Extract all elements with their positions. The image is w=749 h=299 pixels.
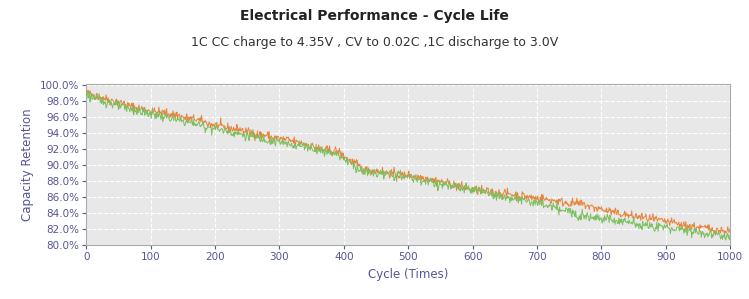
Y-axis label: Capacity Retention: Capacity Retention	[21, 108, 34, 221]
Text: 1C CC charge to 4.35V , CV to 0.02C ,1C discharge to 3.0V: 1C CC charge to 4.35V , CV to 0.02C ,1C …	[191, 36, 558, 49]
Text: Electrical Performance - Cycle Life: Electrical Performance - Cycle Life	[240, 9, 509, 23]
X-axis label: Cycle (Times): Cycle (Times)	[368, 268, 449, 281]
